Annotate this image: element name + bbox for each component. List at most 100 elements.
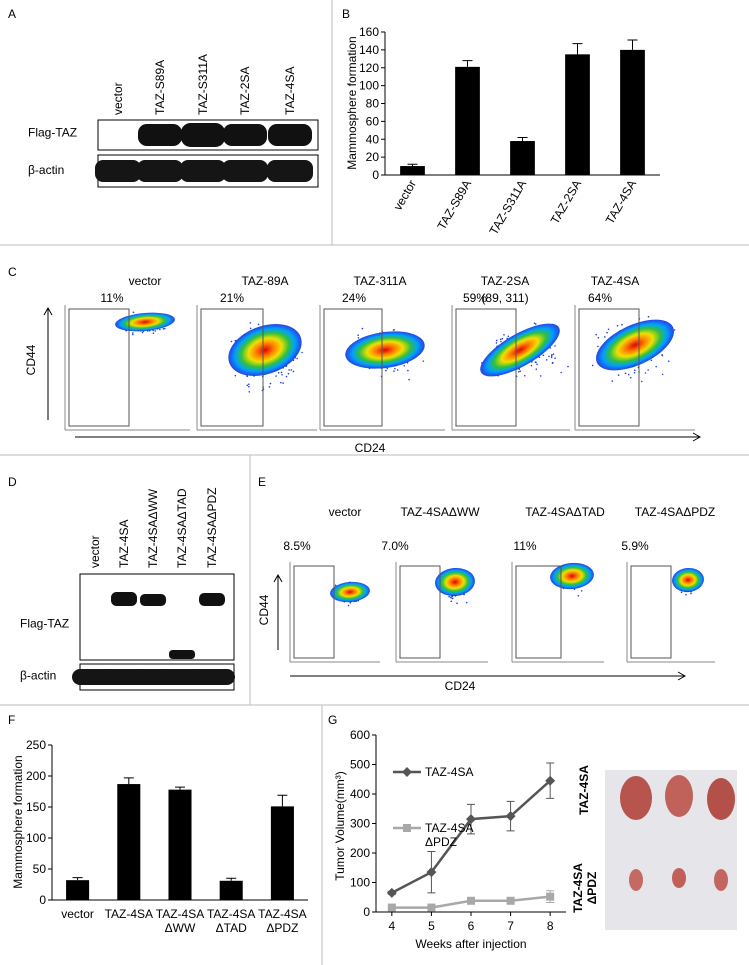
flow-title: vector (129, 274, 162, 288)
flow-event (673, 329, 676, 331)
flow-event (280, 371, 283, 374)
flow-event (640, 380, 643, 383)
flow-event (554, 345, 556, 347)
flow-event (597, 336, 600, 339)
y-tick-label: 400 (350, 787, 370, 801)
y-tick-label: 150 (26, 800, 46, 814)
flow-plot (64, 305, 190, 431)
x-tick-label: TAZ-4SA ΔTAD (207, 907, 255, 935)
x-tick-label: 7 (507, 919, 514, 933)
flow-event (257, 323, 260, 326)
flow-event (560, 371, 562, 374)
y-tick-label: 120 (359, 61, 379, 75)
data-point (426, 867, 437, 878)
flow-event (248, 391, 251, 393)
data-point (506, 896, 515, 905)
flow-event (361, 327, 364, 330)
legend-label: TAZ-4SA ΔPDZ (425, 821, 473, 849)
x-tick-label: 4 (388, 919, 395, 933)
y-axis-label: Tumor Volume(mm³) (333, 771, 347, 881)
flow-event (154, 330, 157, 332)
row-label: Flag-TAZ (28, 126, 77, 140)
flow-percent: 11% (513, 539, 536, 553)
y-tick-label: 60 (366, 114, 380, 128)
flow-event (597, 345, 599, 348)
x-axis-label: Weeks after injection (415, 937, 526, 951)
flow-title: TAZ-4SAΔTAD (525, 505, 605, 519)
error-bar (277, 794, 288, 807)
flow-event (667, 360, 670, 362)
flow-event (396, 369, 399, 371)
legend-marker (402, 767, 412, 777)
photo-label: TAZ-4SAΔPDZ (571, 863, 599, 913)
blot-band (268, 124, 312, 146)
axis-label: CD44 (24, 344, 38, 375)
y-tick-label: 100 (26, 831, 46, 845)
western-blot: vector TAZ-4SA TAZ-4SAΔWW TAZ-4SAΔTAD TAZ-4S… (20, 488, 235, 691)
data-point (387, 903, 396, 912)
flow-plot (289, 562, 380, 663)
flow-event (230, 340, 233, 343)
flow-event (551, 361, 554, 364)
flow-event (606, 331, 608, 334)
flow-gate (68, 308, 130, 427)
flow-event (518, 368, 521, 371)
flow-event (334, 584, 337, 587)
error-bar (517, 136, 528, 142)
row-label: β-actin (28, 163, 64, 177)
flow-density (330, 581, 370, 603)
western-blot: vector TAZ-S89A TAZ-S311A TAZ-2SA TAZ-4SA Fla… (28, 54, 319, 188)
flow-event (269, 382, 272, 385)
flow-event (535, 361, 537, 364)
flow-percent: 11% (100, 291, 123, 305)
flow-event (533, 322, 536, 325)
bar (66, 880, 90, 900)
flow-gate (578, 308, 640, 427)
blot-band (267, 160, 313, 182)
flow-event (393, 370, 395, 372)
flow-event (545, 359, 548, 361)
flow-event (349, 602, 352, 604)
flow-title: TAZ-89A (241, 274, 288, 288)
y-tick-label: 50 (33, 862, 47, 876)
row-label: β-actin (20, 669, 56, 683)
bar (400, 166, 425, 175)
flow-event (685, 593, 687, 596)
flow-event (538, 356, 541, 359)
bar (270, 806, 294, 900)
y-tick-label: 300 (350, 817, 370, 831)
flow-event (647, 369, 649, 371)
x-tick-label: 8 (547, 919, 554, 933)
blot-band (199, 593, 225, 606)
flow-event (548, 355, 550, 358)
data-point (427, 903, 436, 912)
blot-band (223, 124, 267, 146)
flow-event (595, 333, 597, 336)
flow-event (408, 378, 410, 381)
blot-band (137, 160, 183, 182)
flow-event (162, 328, 165, 330)
flow-subtitle: (89, 311) (481, 291, 528, 305)
flow-event (287, 372, 290, 375)
error-bar (175, 786, 185, 790)
flow-plot (319, 305, 445, 431)
arrow-head (692, 432, 702, 442)
flow-event (617, 374, 620, 376)
flow-event (536, 363, 538, 366)
flow-gate (630, 565, 672, 659)
flow-event (501, 337, 504, 340)
flow-event (301, 351, 303, 354)
flow-event (495, 342, 498, 344)
flow-event (500, 340, 502, 343)
y-tick-label: 200 (26, 769, 46, 783)
blot-band (95, 160, 141, 182)
lane-label: vector (88, 535, 102, 568)
flow-event (499, 338, 502, 341)
flow-gate (200, 308, 264, 427)
flow-event (535, 368, 538, 370)
flow-event (249, 327, 252, 330)
flow-density (345, 331, 425, 369)
y-axis-label: Mammosphere formation (345, 36, 359, 169)
x-tick-label: 5 (428, 919, 435, 933)
